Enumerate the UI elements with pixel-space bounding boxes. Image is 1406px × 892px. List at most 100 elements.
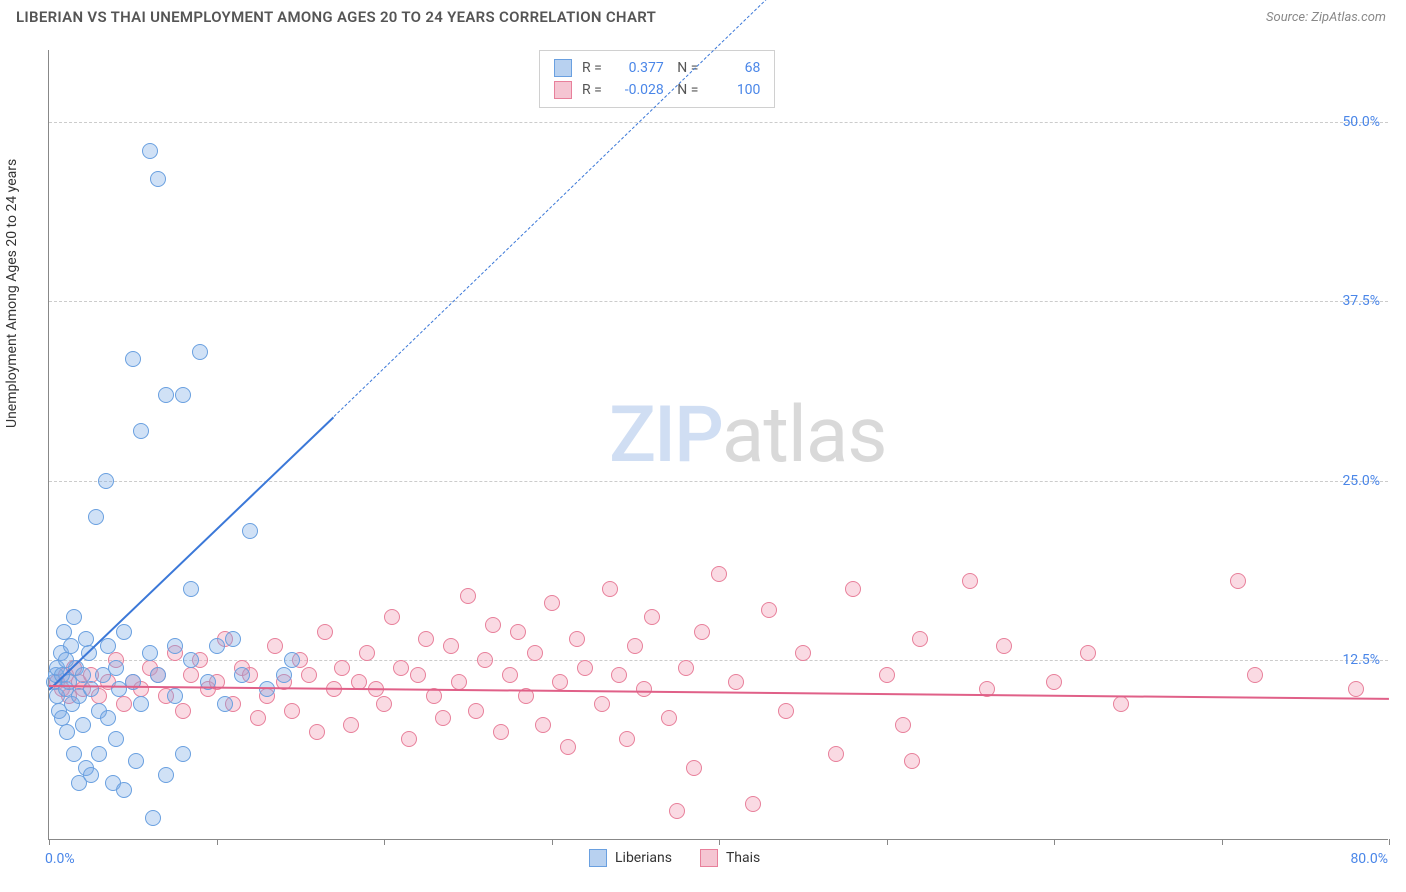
data-point (493, 724, 509, 740)
data-point (150, 667, 166, 683)
data-point (183, 667, 199, 683)
swatch-thais-icon (554, 81, 572, 99)
x-tick (887, 839, 888, 845)
chart-container: ZIPatlas R = 0.377 N = 68 R = -0.028 N =… (48, 50, 1388, 840)
data-point (560, 739, 576, 755)
source-attribution: Source: ZipAtlas.com (1266, 10, 1386, 25)
data-point (309, 724, 325, 740)
chart-title: LIBERIAN VS THAI UNEMPLOYMENT AMONG AGES… (16, 8, 656, 26)
data-point (669, 803, 685, 819)
data-point (234, 667, 250, 683)
x-tick (217, 839, 218, 845)
data-point (317, 624, 333, 640)
data-point (167, 638, 183, 654)
data-point (1348, 681, 1364, 697)
thais-r-value: -0.028 (612, 82, 664, 98)
data-point (996, 638, 1012, 654)
data-point (795, 645, 811, 661)
x-tick (1222, 839, 1223, 845)
x-tick (49, 839, 50, 845)
legend: Liberians Thais (589, 849, 760, 867)
x-tick (384, 839, 385, 845)
data-point (250, 710, 266, 726)
watermark-atlas: atlas (722, 390, 887, 481)
y-tick-label: 37.5% (1342, 293, 1380, 309)
data-point (477, 652, 493, 668)
data-point (485, 617, 501, 633)
data-point (259, 681, 275, 697)
data-point (145, 810, 161, 826)
data-point (451, 674, 467, 690)
data-point (435, 710, 451, 726)
swatch-liberians-icon (554, 59, 572, 77)
data-point (619, 731, 635, 747)
data-point (133, 423, 149, 439)
data-point (636, 681, 652, 697)
gridline (49, 301, 1388, 302)
correlation-stats-box: R = 0.377 N = 68 R = -0.028 N = 100 (539, 50, 775, 108)
y-axis-label: Unemployment Among Ages 20 to 24 years (4, 159, 20, 428)
data-point (828, 746, 844, 762)
data-point (535, 717, 551, 733)
data-point (116, 696, 132, 712)
x-axis-max-label: 80.0% (1350, 851, 1388, 867)
data-point (694, 624, 710, 640)
data-point (761, 602, 777, 618)
legend-item-thais: Thais (700, 849, 760, 867)
data-point (116, 782, 132, 798)
data-point (98, 473, 114, 489)
data-point (1080, 645, 1096, 661)
data-point (410, 667, 426, 683)
legend-swatch-liberians-icon (589, 849, 607, 867)
x-tick (552, 839, 553, 845)
data-point (100, 710, 116, 726)
data-point (66, 746, 82, 762)
data-point (644, 609, 660, 625)
trend-line (49, 685, 1389, 700)
data-point (158, 387, 174, 403)
data-point (602, 581, 618, 597)
liberians-n-value: 68 (708, 60, 760, 76)
data-point (66, 609, 82, 625)
watermark: ZIPatlas (609, 390, 887, 481)
data-point (63, 638, 79, 654)
data-point (128, 753, 144, 769)
data-point (569, 631, 585, 647)
data-point (242, 523, 258, 539)
data-point (301, 667, 317, 683)
data-point (183, 581, 199, 597)
x-axis-min-label: 0.0% (45, 851, 75, 867)
data-point (879, 667, 895, 683)
data-point (78, 631, 94, 647)
data-point (142, 645, 158, 661)
x-tick (1389, 839, 1390, 845)
data-point (334, 660, 350, 676)
legend-label-liberians: Liberians (615, 850, 672, 866)
data-point (108, 660, 124, 676)
data-point (845, 581, 861, 597)
data-point (393, 660, 409, 676)
data-point (125, 351, 141, 367)
data-point (502, 667, 518, 683)
data-point (1113, 696, 1129, 712)
data-point (91, 746, 107, 762)
data-point (175, 387, 191, 403)
data-point (418, 631, 434, 647)
data-point (150, 171, 166, 187)
data-point (88, 509, 104, 525)
legend-item-liberians: Liberians (589, 849, 672, 867)
watermark-zip: ZIP (609, 390, 722, 481)
data-point (284, 652, 300, 668)
data-point (225, 631, 241, 647)
data-point (116, 624, 132, 640)
data-point (75, 717, 91, 733)
stats-row-liberians: R = 0.377 N = 68 (554, 57, 760, 79)
data-point (175, 703, 191, 719)
data-point (678, 660, 694, 676)
data-point (108, 731, 124, 747)
data-point (728, 674, 744, 690)
plot-area: ZIPatlas R = 0.377 N = 68 R = -0.028 N =… (48, 50, 1388, 840)
data-point (544, 595, 560, 611)
y-tick-label: 12.5% (1342, 652, 1380, 668)
data-point (1046, 674, 1062, 690)
